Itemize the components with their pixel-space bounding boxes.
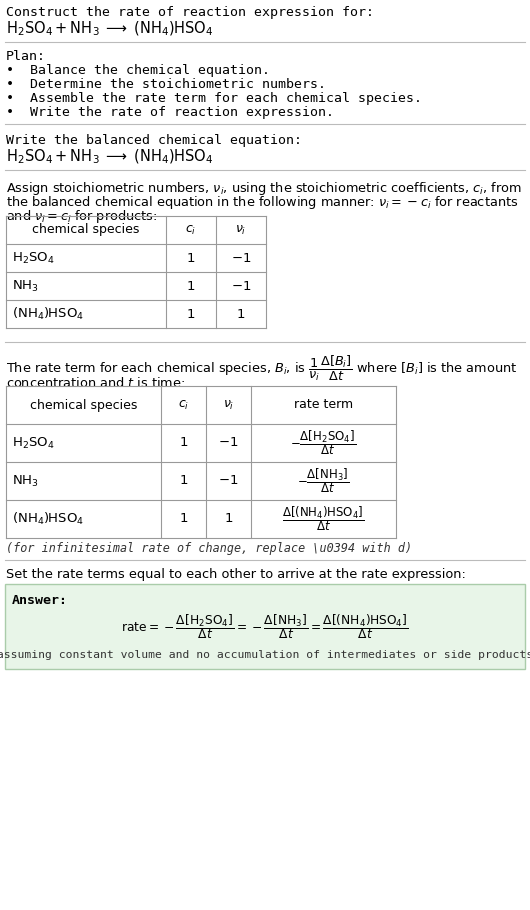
Text: (for infinitesimal rate of change, replace \u0394 with d): (for infinitesimal rate of change, repla…: [6, 542, 412, 555]
Text: and $\nu_i = c_i$ for products:: and $\nu_i = c_i$ for products:: [6, 208, 157, 225]
Text: •  Assemble the rate term for each chemical species.: • Assemble the rate term for each chemic…: [6, 92, 422, 105]
Text: Answer:: Answer:: [12, 594, 68, 607]
Text: $\mathrm{H_2SO_4}$: $\mathrm{H_2SO_4}$: [12, 436, 55, 450]
Text: $\mathrm{NH_3}$: $\mathrm{NH_3}$: [12, 278, 39, 294]
Text: $\dfrac{\Delta[\mathrm{(NH_4)HSO_4}]}{\Delta t}$: $\dfrac{\Delta[\mathrm{(NH_4)HSO_4}]}{\D…: [282, 505, 365, 533]
Text: (assuming constant volume and no accumulation of intermediates or side products): (assuming constant volume and no accumul…: [0, 650, 530, 660]
Text: 1: 1: [179, 474, 188, 488]
Text: Construct the rate of reaction expression for:: Construct the rate of reaction expressio…: [6, 6, 374, 19]
Bar: [6, 386, 396, 538]
Text: chemical species: chemical species: [32, 224, 140, 237]
Text: $\nu_i$: $\nu_i$: [235, 224, 246, 237]
Text: $-\dfrac{\Delta[\mathrm{H_2SO_4}]}{\Delta t}$: $-\dfrac{\Delta[\mathrm{H_2SO_4}]}{\Delt…: [290, 429, 357, 458]
Bar: [5, 584, 525, 669]
Text: 1: 1: [179, 512, 188, 525]
Text: rate term: rate term: [294, 399, 353, 411]
Text: •  Write the rate of reaction expression.: • Write the rate of reaction expression.: [6, 106, 334, 119]
Text: concentration and $t$ is time:: concentration and $t$ is time:: [6, 376, 185, 390]
Text: 1: 1: [237, 308, 245, 320]
Text: Plan:: Plan:: [6, 50, 46, 63]
Text: 1: 1: [187, 308, 195, 320]
Text: $\mathrm{rate} = -\dfrac{\Delta[\mathrm{H_2SO_4}]}{\Delta t} = -\dfrac{\Delta[\m: $\mathrm{rate} = -\dfrac{\Delta[\mathrm{…: [121, 612, 409, 641]
Text: $\mathrm{(NH_4)HSO_4}$: $\mathrm{(NH_4)HSO_4}$: [12, 511, 84, 527]
Text: $-1$: $-1$: [231, 251, 251, 265]
Text: 1: 1: [179, 437, 188, 450]
Text: the balanced chemical equation in the following manner: $\nu_i = -c_i$ for react: the balanced chemical equation in the fo…: [6, 194, 518, 211]
Text: Set the rate terms equal to each other to arrive at the rate expression:: Set the rate terms equal to each other t…: [6, 568, 466, 581]
Text: •  Determine the stoichiometric numbers.: • Determine the stoichiometric numbers.: [6, 78, 326, 91]
Text: $-1$: $-1$: [231, 279, 251, 292]
Text: Assign stoichiometric numbers, $\nu_i$, using the stoichiometric coefficients, $: Assign stoichiometric numbers, $\nu_i$, …: [6, 180, 522, 197]
Text: 1: 1: [187, 251, 195, 265]
Text: Write the balanced chemical equation:: Write the balanced chemical equation:: [6, 134, 302, 147]
Text: $\mathrm{(NH_4)HSO_4}$: $\mathrm{(NH_4)HSO_4}$: [12, 306, 84, 322]
Text: $\mathrm{H_2SO_4}$: $\mathrm{H_2SO_4}$: [12, 250, 55, 266]
Text: 1: 1: [187, 279, 195, 292]
Text: chemical species: chemical species: [30, 399, 137, 411]
Text: $\nu_i$: $\nu_i$: [223, 399, 234, 411]
Text: $\mathrm{NH_3}$: $\mathrm{NH_3}$: [12, 473, 39, 489]
Text: $-\dfrac{\Delta[\mathrm{NH_3}]}{\Delta t}$: $-\dfrac{\Delta[\mathrm{NH_3}]}{\Delta t…: [297, 467, 350, 495]
Text: The rate term for each chemical species, $B_i$, is $\dfrac{1}{\nu_i}\dfrac{\Delt: The rate term for each chemical species,…: [6, 354, 517, 383]
Text: $-1$: $-1$: [218, 474, 238, 488]
Text: 1: 1: [224, 512, 233, 525]
Text: $c_i$: $c_i$: [186, 224, 197, 237]
Text: •  Balance the chemical equation.: • Balance the chemical equation.: [6, 64, 270, 77]
Text: $\mathrm{H_2SO_4 + NH_3 \;\longrightarrow\; (NH_4)HSO_4}$: $\mathrm{H_2SO_4 + NH_3 \;\longrightarro…: [6, 148, 213, 167]
Bar: [6, 216, 266, 328]
Text: $\mathrm{H_2SO_4 + NH_3 \;\longrightarrow\; (NH_4)HSO_4}$: $\mathrm{H_2SO_4 + NH_3 \;\longrightarro…: [6, 20, 213, 38]
Text: $-1$: $-1$: [218, 437, 238, 450]
Text: $c_i$: $c_i$: [178, 399, 189, 411]
